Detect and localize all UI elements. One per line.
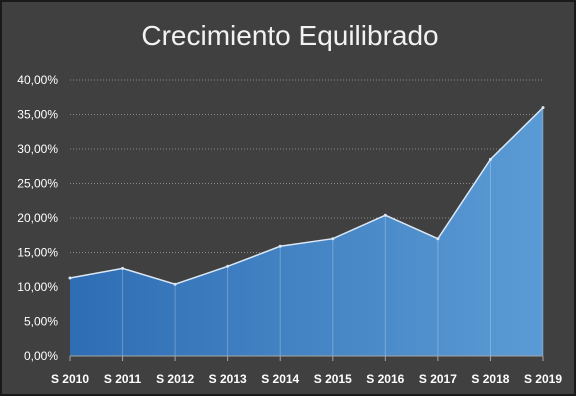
data-point <box>278 244 282 248</box>
area-fill <box>70 107 543 356</box>
data-point <box>541 106 545 110</box>
y-tick-label: 40,00% <box>17 73 58 87</box>
data-point <box>121 266 125 270</box>
chart-title: Crecimiento Equilibrado <box>141 20 439 51</box>
data-point <box>436 237 440 241</box>
y-tick-label: 30,00% <box>17 142 58 156</box>
y-tick-label: 15,00% <box>17 246 58 260</box>
y-tick-label: 0,00% <box>24 349 58 363</box>
x-tick-label: S 2014 <box>261 372 299 386</box>
series-line <box>69 107 544 286</box>
x-tick-label: S 2012 <box>156 372 194 386</box>
y-tick-label: 10,00% <box>17 280 58 294</box>
y-tick-label: 25,00% <box>17 177 58 191</box>
data-point <box>488 157 492 161</box>
x-tick-label: S 2019 <box>524 372 562 386</box>
axes: 0,00% 5,00% 10,00% 15,00% 20,00% 25,00% 30,00%… <box>17 73 562 386</box>
data-point <box>383 213 387 217</box>
series-area <box>68 106 545 356</box>
y-tick-label: 5,00% <box>24 315 58 329</box>
data-point <box>331 237 335 241</box>
data-point <box>173 282 177 286</box>
y-tick-label: 35,00% <box>17 108 58 122</box>
data-point <box>68 276 72 280</box>
x-tick-label: S 2015 <box>314 372 352 386</box>
x-tick-label: S 2017 <box>419 372 457 386</box>
y-tick-label: 20,00% <box>17 211 58 225</box>
x-tick-label: S 2011 <box>104 372 142 386</box>
x-tick-label: S 2016 <box>366 372 404 386</box>
x-tick-label: S 2013 <box>209 372 247 386</box>
x-tick-label: S 2018 <box>471 372 509 386</box>
data-point <box>226 264 230 268</box>
x-tick-label: S 2010 <box>51 372 89 386</box>
